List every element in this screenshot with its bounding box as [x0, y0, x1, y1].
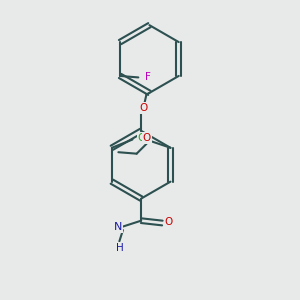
Text: O: O [142, 134, 151, 143]
Text: F: F [145, 72, 151, 82]
Text: Cl: Cl [138, 133, 148, 143]
Text: N: N [113, 222, 122, 233]
Text: O: O [165, 218, 173, 227]
Text: O: O [140, 103, 148, 113]
Text: H: H [116, 243, 123, 253]
